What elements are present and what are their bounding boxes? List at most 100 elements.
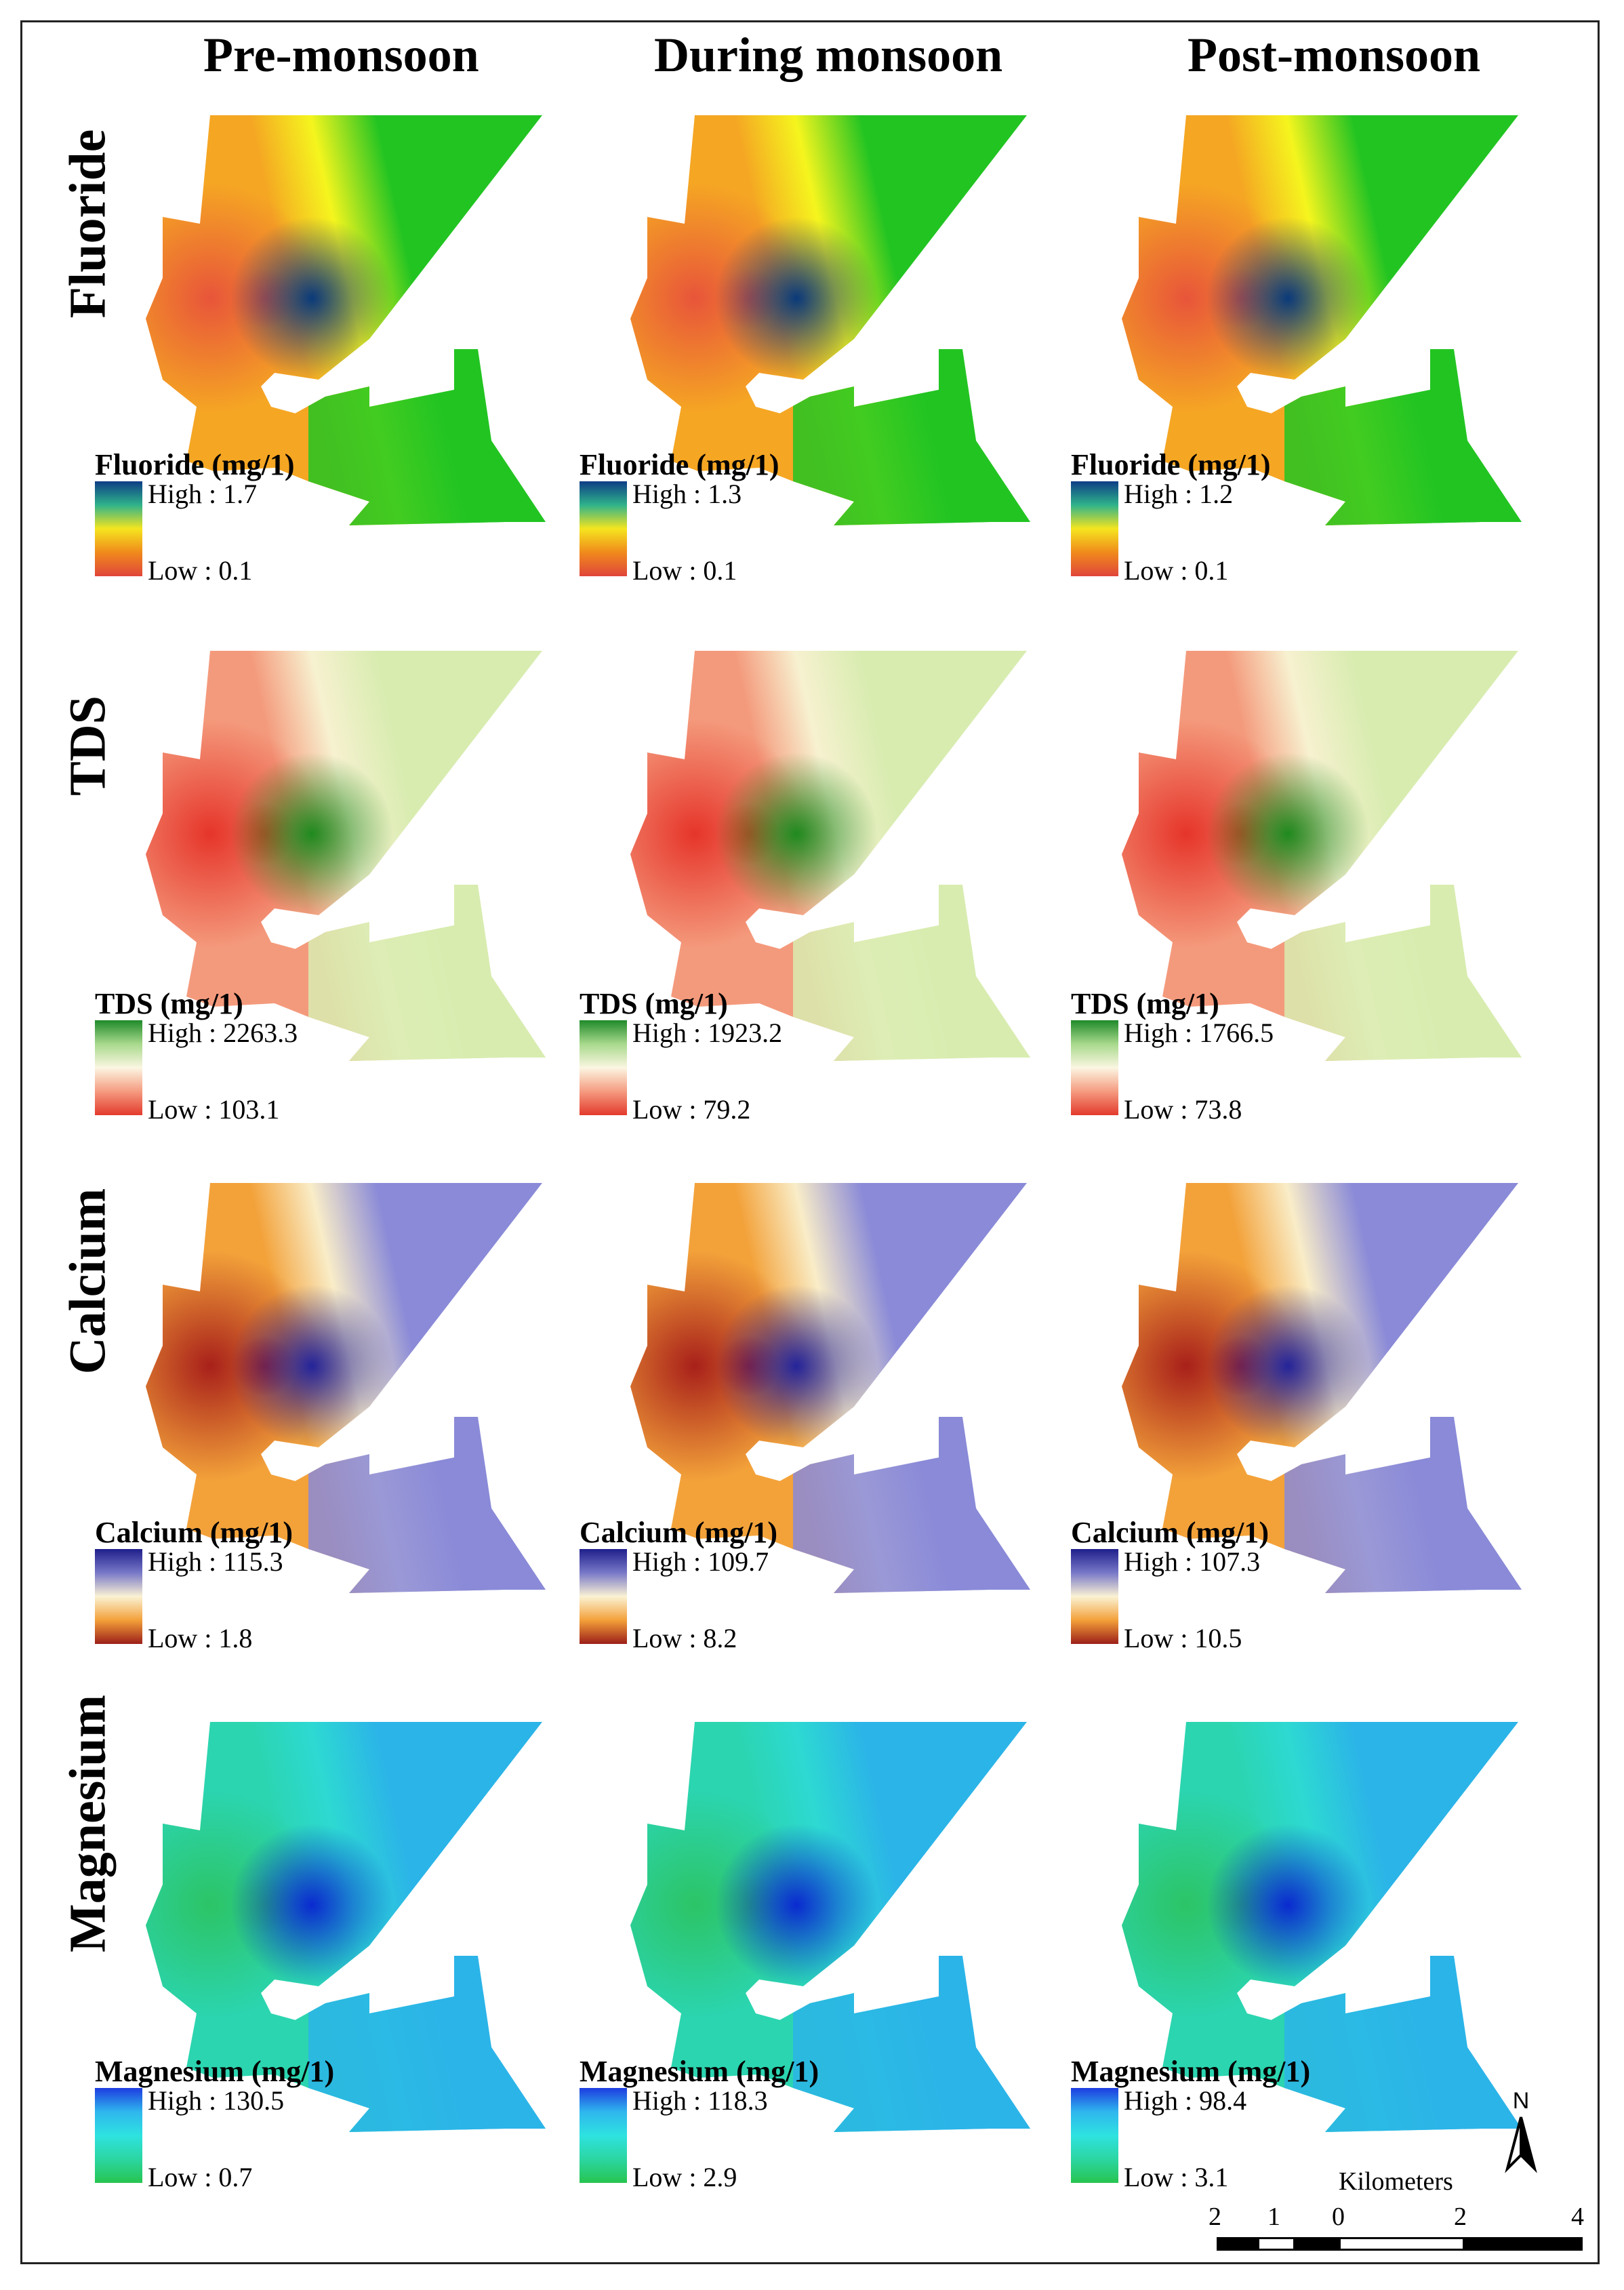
map-panel-fluoride-2: Fluoride (mg/1) High : 1.3 Low : 0.1 <box>580 115 1118 630</box>
legend-title: Fluoride (mg/1) <box>580 448 779 481</box>
interpolation-map <box>1122 1183 1522 1593</box>
hotspot-high <box>1206 1824 1369 1986</box>
interpolation-map <box>630 115 1030 525</box>
legend-low-label: Low : 73.8 <box>1124 1094 1242 1125</box>
legend-high-label: High : 118.3 <box>632 2085 768 2116</box>
legend-high-label: High : 1.7 <box>148 479 258 509</box>
interpolation-map <box>630 651 1030 1061</box>
legend-low-label: Low : 10.5 <box>1124 1623 1242 1653</box>
hotspot-high <box>230 217 393 380</box>
legend-title: Magnesium (mg/1) <box>580 2055 819 2088</box>
hotspot-high <box>1206 217 1369 380</box>
legend-low-label: Low : 8.2 <box>632 1623 737 1653</box>
scale-tick-1: 1 <box>1267 2203 1280 2231</box>
legend-title: Magnesium (mg/1) <box>95 2055 335 2088</box>
row-heading-magnesium: Magnesium <box>59 1695 117 1952</box>
column-heading-post-monsoon: Post-monsoon <box>1187 28 1481 82</box>
legend-low-label: Low : 0.7 <box>148 2162 253 2192</box>
hotspot-high <box>230 1824 393 1986</box>
legend-high-label: High : 130.5 <box>148 2085 285 2116</box>
legend-title: Magnesium (mg/1) <box>1071 2055 1311 2088</box>
legend-low-label: Low : 3.1 <box>1124 2162 1229 2192</box>
legend-high-label: High : 109.7 <box>632 1546 769 1577</box>
legend-color-ramp <box>95 1549 142 1644</box>
legend-high-label: High : 1923.2 <box>632 1018 783 1048</box>
legend-low-label: Low : 103.1 <box>148 1094 280 1125</box>
legend-color-ramp <box>1071 481 1118 576</box>
legend-color-ramp <box>95 481 142 576</box>
legend-title: TDS (mg/1) <box>580 987 728 1020</box>
interpolation-map <box>146 1722 546 2132</box>
legend-high-label: High : 1.2 <box>1124 479 1234 509</box>
legend-color-ramp <box>1071 2088 1118 2183</box>
legend-color-ramp <box>1071 1020 1118 1115</box>
column-heading-pre-monsoon: Pre-monsoon <box>203 28 479 82</box>
row-heading-calcium: Calcium <box>59 1188 117 1375</box>
map-panel-magnesium-1: Magnesium (mg/1) High : 130.5 Low : 0.7 <box>95 1722 634 2237</box>
interpolation-map <box>1122 115 1522 525</box>
row-heading-tds: TDS <box>59 696 117 796</box>
legend-title: TDS (mg/1) <box>1071 987 1219 1020</box>
legend-color-ramp <box>1071 1549 1118 1644</box>
hotspot-high <box>1206 752 1369 915</box>
column-heading-during-monsoon: During monsoon <box>654 28 1003 82</box>
legend-color-ramp <box>580 481 627 576</box>
map-panel-calcium-1: Calcium (mg/1) High : 115.3 Low : 1.8 <box>95 1183 634 1698</box>
legend-title: Calcium (mg/1) <box>580 1516 778 1549</box>
interpolation-map <box>146 651 546 1061</box>
north-arrow: N <box>1501 2088 1541 2179</box>
hotspot-high <box>230 752 393 915</box>
hotspot-high <box>1206 1285 1369 1447</box>
legend-title: Fluoride (mg/1) <box>1071 448 1271 481</box>
map-panel-tds-2: TDS (mg/1) High : 1923.2 Low : 79.2 <box>580 651 1118 1166</box>
legend-high-label: High : 1766.5 <box>1124 1018 1274 1048</box>
legend-color-ramp <box>580 1020 627 1115</box>
legend-color-ramp <box>95 2088 142 2183</box>
figure-frame <box>20 20 1600 2264</box>
map-panel-calcium-3: Calcium (mg/1) High : 107.3 Low : 10.5 <box>1071 1183 1610 1698</box>
hotspot-high <box>715 1285 878 1447</box>
interpolation-map <box>1122 651 1522 1061</box>
hotspot-high <box>230 1285 393 1447</box>
map-panel-fluoride-1: Fluoride (mg/1) High : 1.7 Low : 0.1 <box>95 115 634 630</box>
legend-title: Fluoride (mg/1) <box>95 448 295 481</box>
scale-tick-0: 0 <box>1332 2203 1345 2231</box>
interpolation-map <box>146 1183 546 1593</box>
interpolation-map <box>146 115 546 525</box>
legend-high-label: High : 1.3 <box>632 479 742 509</box>
map-panel-calcium-2: Calcium (mg/1) High : 109.7 Low : 8.2 <box>580 1183 1118 1698</box>
legend-low-label: Low : 79.2 <box>632 1094 751 1125</box>
map-panel-tds-1: TDS (mg/1) High : 2263.3 Low : 103.1 <box>95 651 634 1166</box>
legend-low-label: Low : 0.1 <box>1124 555 1229 586</box>
interpolation-map <box>1122 1722 1522 2132</box>
hotspot-high <box>715 1824 878 1986</box>
map-panel-tds-3: TDS (mg/1) High : 1766.5 Low : 73.8 <box>1071 651 1610 1166</box>
scale-title: Kilometers <box>1339 2167 1453 2196</box>
legend-high-label: High : 2263.3 <box>148 1018 298 1048</box>
map-panel-magnesium-2: Magnesium (mg/1) High : 118.3 Low : 2.9 <box>580 1722 1118 2237</box>
legend-color-ramp <box>580 2088 627 2183</box>
scale-tick-4: 4 <box>1571 2203 1584 2231</box>
legend-high-label: High : 107.3 <box>1124 1546 1261 1577</box>
legend-low-label: Low : 1.8 <box>148 1623 253 1653</box>
map-panel-fluoride-3: Fluoride (mg/1) High : 1.2 Low : 0.1 <box>1071 115 1610 630</box>
scale-tick-2-right: 2 <box>1454 2203 1467 2231</box>
interpolation-map <box>630 1722 1030 2132</box>
legend-color-ramp <box>95 1020 142 1115</box>
north-label: N <box>1512 2088 1530 2114</box>
row-heading-fluoride: Fluoride <box>59 129 117 319</box>
legend-color-ramp <box>580 1549 627 1644</box>
map-panel-magnesium-3: Magnesium (mg/1) High : 98.4 Low : 3.1 <box>1071 1722 1610 2237</box>
legend-title: TDS (mg/1) <box>95 987 243 1020</box>
legend-low-label: Low : 2.9 <box>632 2162 737 2192</box>
legend-high-label: High : 115.3 <box>148 1546 283 1577</box>
north-arrow-icon <box>1505 2116 1537 2173</box>
scale-tick-2-left: 2 <box>1209 2203 1221 2231</box>
interpolation-map <box>630 1183 1030 1593</box>
legend-high-label: High : 98.4 <box>1124 2085 1247 2116</box>
legend-low-label: Low : 0.1 <box>148 555 253 586</box>
legend-low-label: Low : 0.1 <box>632 555 737 586</box>
legend-title: Calcium (mg/1) <box>95 1516 293 1549</box>
legend-title: Calcium (mg/1) <box>1071 1516 1270 1549</box>
scale-bar <box>1217 2237 1583 2251</box>
